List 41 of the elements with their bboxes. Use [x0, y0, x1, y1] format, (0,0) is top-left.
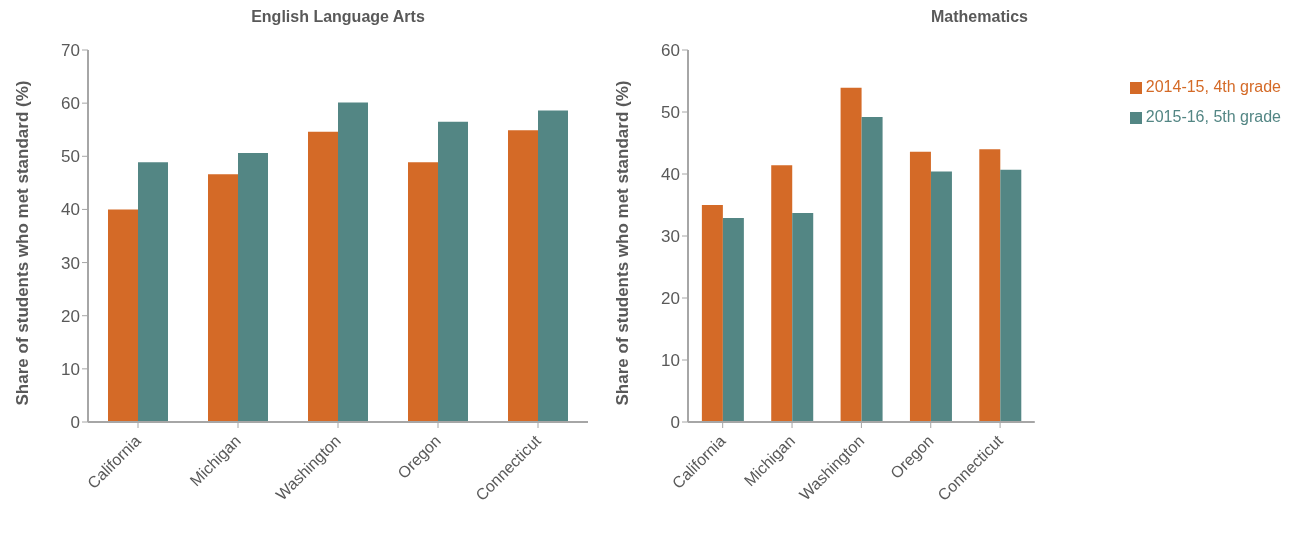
bar — [338, 102, 368, 422]
bar — [909, 151, 931, 422]
bar — [771, 165, 793, 422]
y-tick-label: 40 — [61, 200, 80, 220]
y-tick-label: 60 — [61, 94, 80, 114]
y-tick-label: 30 — [61, 253, 80, 273]
y-tick-label: 50 — [661, 103, 680, 123]
bar — [792, 213, 814, 422]
chart-title: English Language Arts — [250, 8, 426, 27]
bar — [840, 87, 862, 422]
y-tick-label: 10 — [61, 359, 80, 379]
bar — [238, 153, 268, 422]
y-tick-label: 40 — [661, 165, 680, 185]
bar — [408, 162, 438, 422]
y-tick-label: 20 — [661, 289, 680, 309]
bar — [861, 116, 883, 422]
y-tick-label: 10 — [661, 351, 680, 371]
y-tick-label: 30 — [661, 227, 680, 247]
y-axis-title: Share of students who met standard (%) — [613, 80, 633, 406]
bar — [979, 149, 1001, 422]
bar — [108, 209, 138, 422]
y-tick-label: 70 — [61, 41, 80, 61]
y-tick-label: 20 — [61, 306, 80, 326]
bar — [208, 174, 238, 422]
y-tick-label: 50 — [61, 147, 80, 167]
chart-title: Mathematics — [930, 8, 1029, 27]
bar — [701, 205, 723, 422]
y-tick-label: 60 — [661, 41, 680, 61]
legend-label: 2014-15, 4th grade — [1145, 78, 1281, 95]
bar — [308, 131, 338, 422]
bar — [722, 218, 744, 422]
bar — [930, 171, 952, 422]
y-tick-label: 0 — [70, 413, 80, 433]
bar — [538, 110, 568, 422]
y-axis-title: Share of students who met standard (%) — [13, 80, 33, 406]
bar — [438, 121, 468, 422]
y-tick-label: 0 — [670, 413, 680, 433]
legend-label: 2015-16, 5th grade — [1145, 108, 1281, 125]
bar — [1000, 169, 1022, 422]
bar — [508, 130, 538, 422]
bar — [138, 162, 168, 422]
